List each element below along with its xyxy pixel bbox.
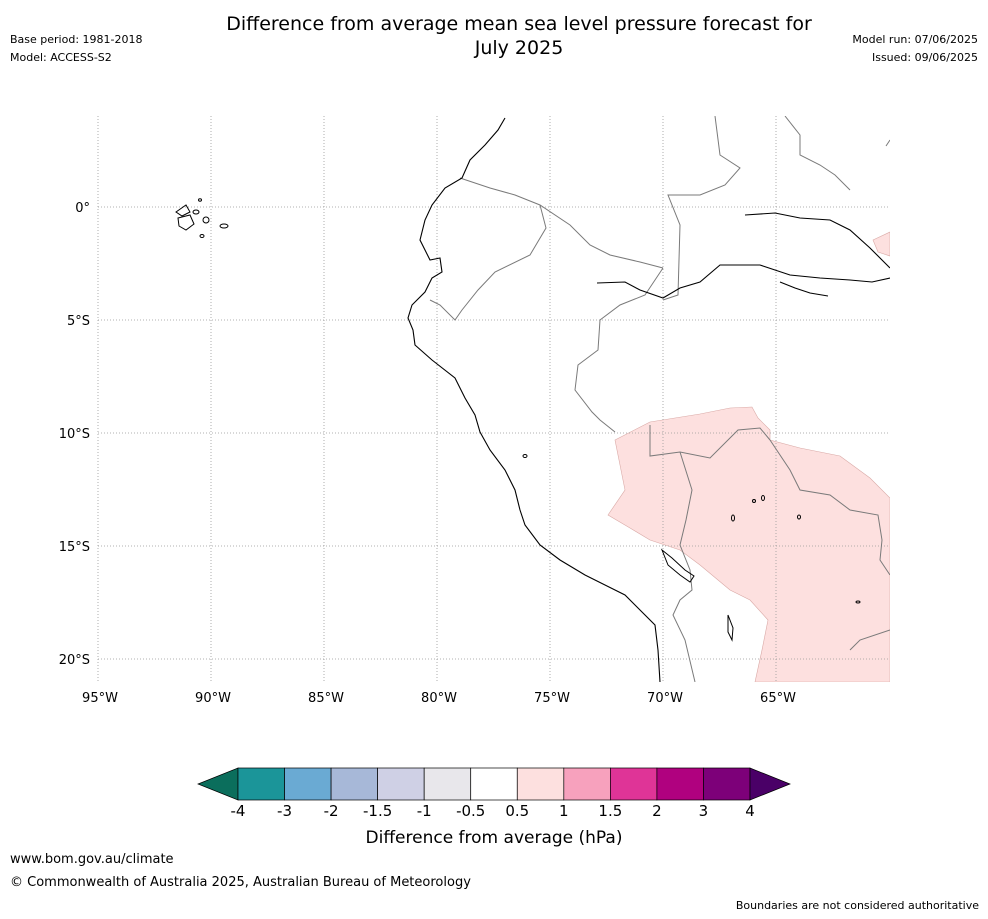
legend-tick-label: -0.5 [456,802,485,820]
legend-swatch [563,767,611,801]
boundaries-note: Boundaries are not considered authoritat… [735,899,979,912]
base-period: Base period: 1981-2018 [10,33,143,46]
legend-swatch [610,767,658,801]
legend-tick-label: -3 [277,802,292,820]
latitude-labels: 0° 5°S 10°S 15°S 20°S [59,201,90,668]
lon-label: 75°W [534,691,570,706]
map-area [98,116,890,682]
legend-tick-label: 0.5 [505,802,529,820]
country-boundaries [429,116,890,682]
legend-swatch [423,767,472,801]
map-title: Difference from average mean sea level p… [150,12,888,60]
legend-tick-label: 3 [699,802,709,820]
meta-left: Base period: 1981-2018 Model: ACCESS-S2 [10,31,142,67]
legend-tick-label: -4 [231,802,246,820]
coastlines [407,117,890,682]
model-run: Model run: 07/06/2025 [852,33,978,46]
model-name: Model: ACCESS-S2 [10,51,112,64]
lat-label: 15°S [59,540,90,555]
lon-label: 95°W [82,691,118,706]
lat-label: 0° [75,201,90,216]
legend-swatch [656,767,704,801]
lat-label: 5°S [67,314,90,329]
title-line-1: Difference from average mean sea level p… [226,13,812,35]
lon-label: 85°W [308,691,344,706]
legend-arrow-left [197,767,239,801]
legend-tick-label: 4 [745,802,755,820]
galapagos-islands [175,198,229,238]
legend-title: Difference from average (hPa) [366,828,623,848]
legend-tick-label: 1 [559,802,569,820]
lon-label: 70°W [647,691,683,706]
south-bolivia-region [607,406,890,682]
legend-swatch [703,767,751,801]
color-bar-legend: -4 -3 -2 -1.5 -1 -0.5 0.5 1 1.5 2 3 4 Difference fr… [197,767,791,848]
legend-swatch [516,767,565,801]
meta-right: Model run: 07/06/2025 Issued: 09/06/2025 [852,31,978,67]
legend-swatch [284,767,332,801]
lakes [522,454,861,642]
legend-swatch [470,767,518,801]
legend-swatch [377,767,425,801]
legend-tick-label: -1.5 [363,802,392,820]
lon-label: 90°W [195,691,231,706]
legend-tick-label: 1.5 [598,802,622,820]
lat-label: 20°S [59,653,90,668]
footer-link[interactable]: www.bom.gov.au/climate [10,852,174,867]
legend-tick-label: -2 [324,802,339,820]
legend-swatch [330,767,378,801]
northeast-region [872,231,890,257]
lon-label: 65°W [760,691,796,706]
longitude-labels: 95°W 90°W 85°W 80°W 75°W 70°W 65°W [82,691,796,706]
legend-tick-label: -1 [417,802,432,820]
lat-label: 10°S [59,427,90,442]
lon-label: 80°W [421,691,457,706]
legend-arrow-right [749,767,791,801]
legend-tick-label: 2 [652,802,662,820]
legend-swatch [237,767,285,801]
copyright-text: © Commonwealth of Australia 2025, Austra… [10,875,471,890]
title-line-2: July 2025 [474,37,564,59]
issued-date: Issued: 09/06/2025 [871,51,978,64]
map-gridlines [98,116,890,682]
